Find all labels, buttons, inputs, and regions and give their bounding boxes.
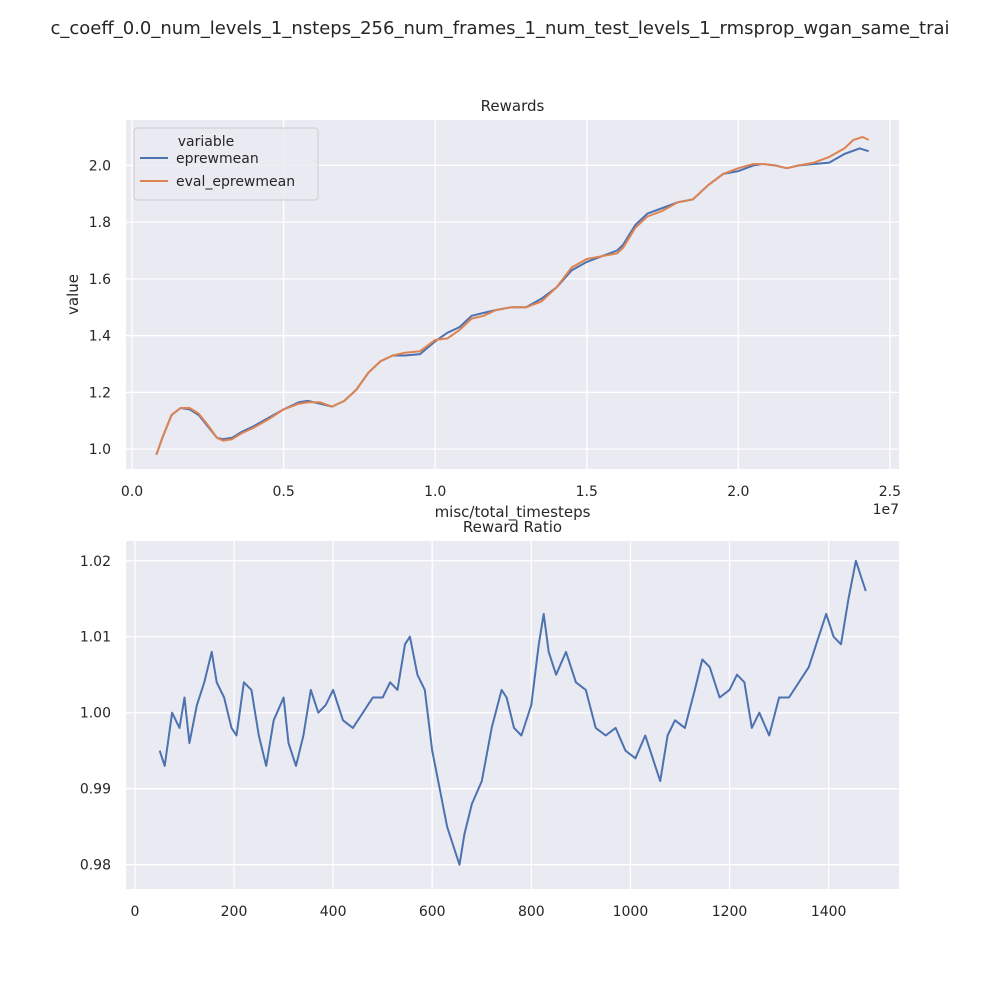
series-line-series-0 xyxy=(158,559,867,866)
plot-area xyxy=(126,541,899,889)
y-tick-label: 1.00 xyxy=(80,706,111,722)
axes-title: Reward Ratio xyxy=(463,518,562,536)
y-tick-label: 1.0 xyxy=(89,442,111,458)
figure-suptitle: c_coeff_0.0_num_levels_1_nsteps_256_num_… xyxy=(50,18,949,39)
legend-title: variable xyxy=(178,134,234,150)
legend-item-label: eprewmean xyxy=(176,151,259,167)
x-tick-label: 1000 xyxy=(613,904,649,920)
y-tick-label: 0.98 xyxy=(80,858,111,874)
y-tick-label: 2.0 xyxy=(89,158,111,174)
x-tick-label: 200 xyxy=(221,904,248,920)
reward-ratio-axes: 0 200 400 600 800 1000 1200 1400 0.98 0.99 1.00 1.0… xyxy=(80,518,899,920)
x-tick-label: 1200 xyxy=(712,904,748,920)
x-offset-label: 1e7 xyxy=(873,502,899,518)
series-line-eval_eprewmean xyxy=(155,136,870,456)
axes-title: Rewards xyxy=(481,97,545,115)
x-tick-label: 0.5 xyxy=(272,484,294,500)
legend-box xyxy=(133,127,319,201)
x-tick-label: 400 xyxy=(320,904,347,920)
rewards-axes: 0.0 0.5 1.0 1.5 2.0 2.5 1.0 1.2 1.4 1.6 1.8 2.0 Rewa… xyxy=(64,97,901,522)
x-tick-label: 1.5 xyxy=(576,484,598,500)
y-tick-label: 1.2 xyxy=(89,385,111,401)
x-axis-label: misc/total_timesteps xyxy=(435,503,591,522)
y-tick-label: 1.4 xyxy=(89,329,111,345)
y-tick-label: 0.99 xyxy=(80,782,111,798)
x-tick-label: 0 xyxy=(130,904,139,920)
x-tick-label: 2.5 xyxy=(879,484,901,500)
series-line-eprewmean xyxy=(155,147,869,456)
y-axis-label: value xyxy=(64,274,82,315)
legend-item-label: eval_eprewmean xyxy=(176,174,295,190)
x-tick-label: 2.0 xyxy=(727,484,749,500)
y-tick-label: 1.8 xyxy=(89,215,111,231)
x-tick-label: 1400 xyxy=(811,904,847,920)
y-tick-label: 1.01 xyxy=(80,630,111,646)
x-tick-label: 1.0 xyxy=(424,484,446,500)
x-tick-label: 0.0 xyxy=(121,484,143,500)
y-tick-label: 1.02 xyxy=(80,554,111,570)
x-tick-label: 600 xyxy=(419,904,446,920)
x-tick-label: 800 xyxy=(518,904,545,920)
y-tick-label: 1.6 xyxy=(89,272,111,288)
